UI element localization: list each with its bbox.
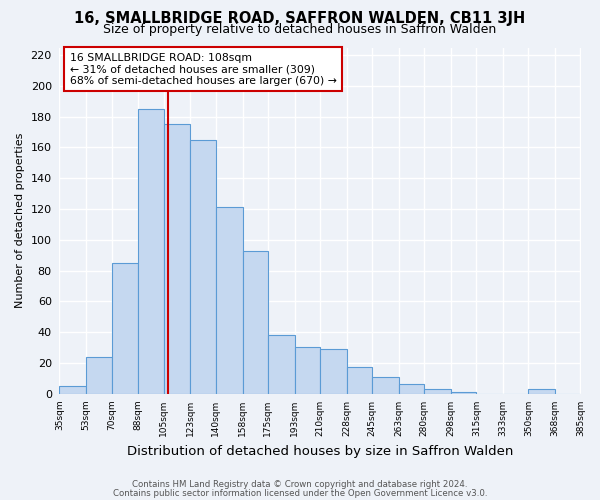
Y-axis label: Number of detached properties: Number of detached properties bbox=[15, 133, 25, 308]
Bar bbox=[451, 392, 476, 394]
Bar bbox=[347, 368, 372, 394]
Bar bbox=[164, 124, 190, 394]
Bar bbox=[529, 389, 555, 394]
Text: Size of property relative to detached houses in Saffron Walden: Size of property relative to detached ho… bbox=[103, 24, 497, 36]
Bar bbox=[399, 384, 424, 394]
Bar bbox=[424, 389, 451, 394]
Bar bbox=[242, 250, 268, 394]
Bar bbox=[216, 208, 242, 394]
Text: 16 SMALLBRIDGE ROAD: 108sqm
← 31% of detached houses are smaller (309)
68% of se: 16 SMALLBRIDGE ROAD: 108sqm ← 31% of det… bbox=[70, 52, 337, 86]
Bar bbox=[320, 349, 347, 394]
Text: Contains public sector information licensed under the Open Government Licence v3: Contains public sector information licen… bbox=[113, 489, 487, 498]
Bar bbox=[268, 335, 295, 394]
Text: Contains HM Land Registry data © Crown copyright and database right 2024.: Contains HM Land Registry data © Crown c… bbox=[132, 480, 468, 489]
Text: 16, SMALLBRIDGE ROAD, SAFFRON WALDEN, CB11 3JH: 16, SMALLBRIDGE ROAD, SAFFRON WALDEN, CB… bbox=[74, 12, 526, 26]
Bar bbox=[372, 376, 399, 394]
Bar bbox=[139, 109, 164, 394]
X-axis label: Distribution of detached houses by size in Saffron Walden: Distribution of detached houses by size … bbox=[127, 444, 513, 458]
Bar bbox=[59, 386, 86, 394]
Bar bbox=[295, 348, 320, 394]
Bar bbox=[190, 140, 216, 394]
Bar bbox=[86, 356, 112, 394]
Bar bbox=[112, 263, 139, 394]
